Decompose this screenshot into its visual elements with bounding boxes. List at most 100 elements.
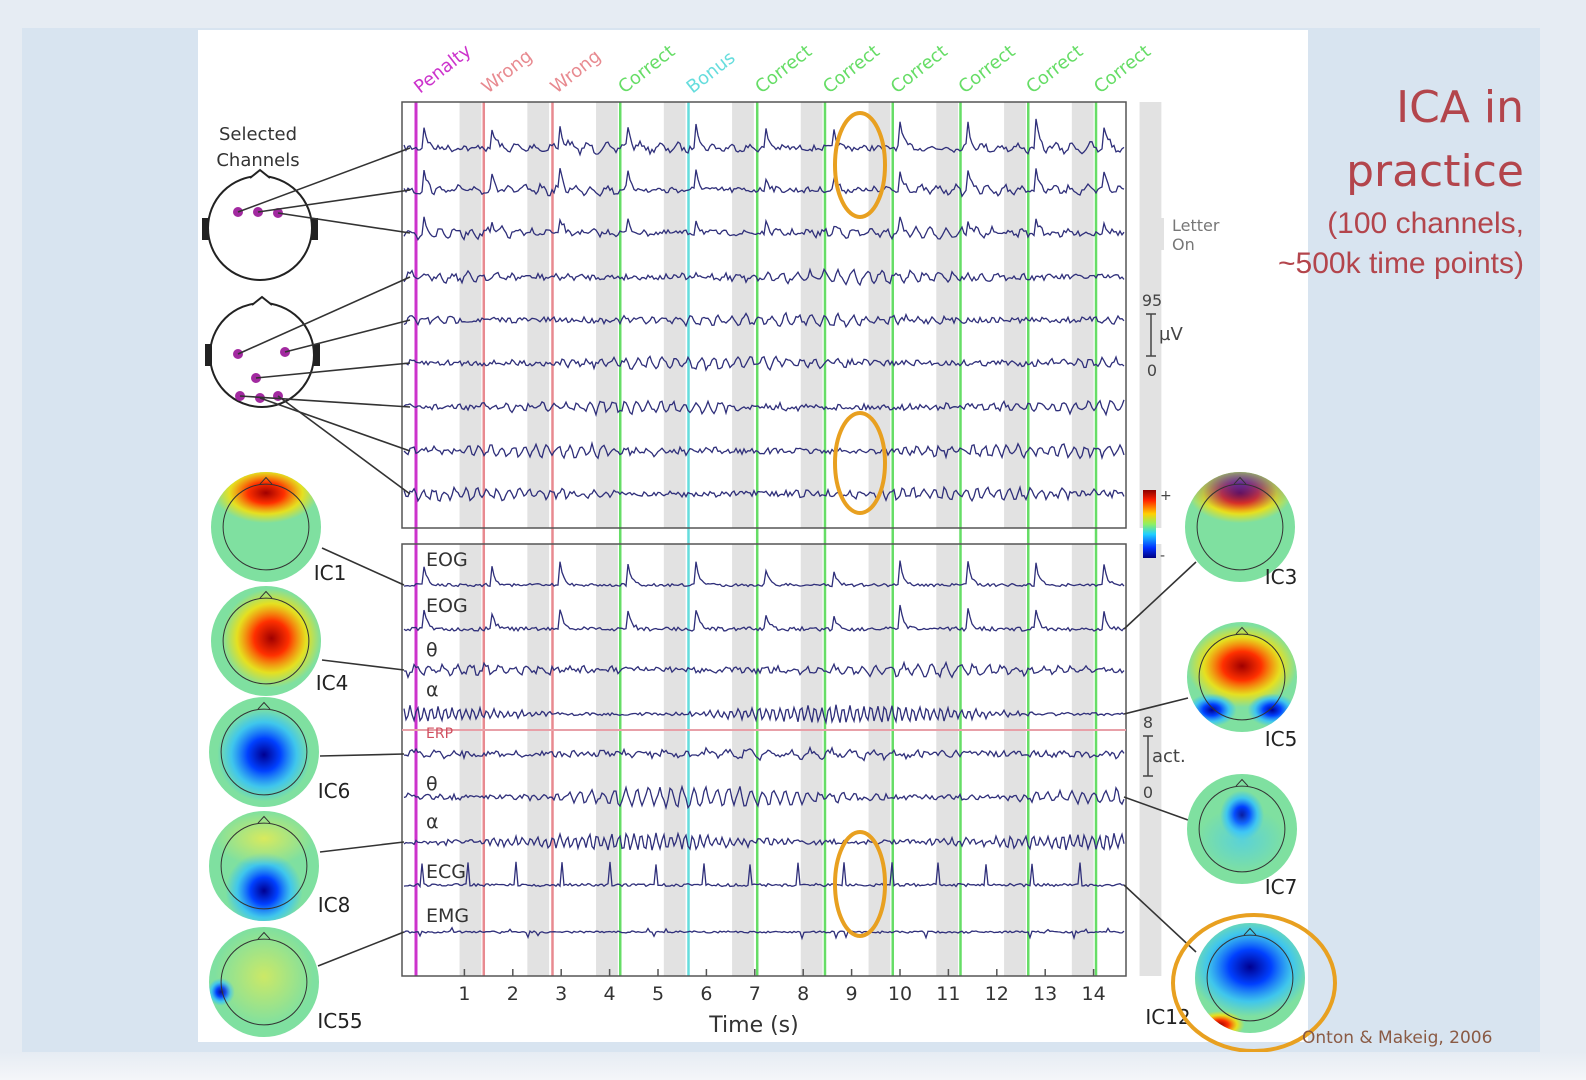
x-tick-label: 13	[1033, 983, 1057, 1005]
signal-trace	[403, 484, 1125, 503]
event-label-correct: Correct	[955, 41, 1020, 98]
component-label-ic6: IC6	[318, 779, 351, 803]
signal-trace	[403, 745, 1125, 762]
act-scale-bottom: 0	[1143, 783, 1153, 802]
topomap-ic55	[209, 927, 319, 1037]
letter-on-band	[459, 544, 482, 976]
topomap-ic6	[209, 697, 319, 807]
signal-trace	[404, 660, 1125, 680]
signal-trace	[403, 399, 1125, 417]
x-tick-label: 6	[700, 983, 712, 1005]
connector-line	[1123, 884, 1197, 953]
x-tick-label: 11	[936, 983, 960, 1005]
connector-line	[1123, 697, 1189, 715]
component-row-label: θ	[426, 639, 438, 661]
component-label-ic5: IC5	[1265, 727, 1298, 751]
slide-title-line1: ICA in	[1396, 82, 1524, 133]
component-row-label: θ	[426, 773, 438, 795]
connector-line	[239, 395, 411, 408]
event-label-wrong: Wrong	[478, 46, 537, 98]
act-scale-unit: act.	[1152, 746, 1186, 767]
component-row-label: ECG	[426, 861, 466, 883]
citation: Onton & Makeig, 2006	[1302, 1028, 1493, 1048]
topomap-ic8	[209, 811, 319, 921]
slide-title-block: ICA in practice (100 channels, ~500k tim…	[1278, 76, 1524, 284]
eeg-scale-top: 95	[1142, 291, 1162, 310]
letter-on-band	[1071, 102, 1094, 528]
highlight-ellipse	[833, 411, 887, 515]
x-tick-label: 4	[604, 983, 616, 1005]
x-axis-label: Time (s)	[708, 1013, 798, 1038]
bottom-fade	[0, 1052, 1586, 1080]
component-row-label: EOG	[426, 549, 468, 571]
letter-on-band	[459, 102, 482, 528]
letter-on-band	[732, 544, 754, 976]
letter-on-band	[800, 544, 823, 976]
topomap-ic12	[1195, 923, 1305, 1033]
topomap-ic5	[1187, 622, 1297, 732]
highlight-ellipse	[833, 830, 887, 938]
component-row-label: ERP	[426, 726, 453, 742]
connector-line	[319, 841, 405, 853]
signal-trace	[403, 926, 1125, 941]
topomap-ic7	[1187, 774, 1297, 884]
signal-trace	[403, 861, 1124, 889]
x-tick-label: 3	[555, 983, 567, 1005]
highlight-annotations	[833, 111, 1337, 1053]
x-tick-label: 14	[1082, 983, 1106, 1005]
component-row-label: EMG	[426, 905, 469, 927]
connector-line	[321, 547, 405, 586]
component-label-ic3: IC3	[1265, 565, 1298, 589]
topomap-ic1	[211, 472, 321, 582]
signal-trace	[403, 604, 1125, 633]
letter-on-band	[868, 102, 891, 528]
topomap-ic4	[211, 586, 321, 696]
component-label-ic8: IC8	[318, 893, 351, 917]
component-row-label: α	[426, 811, 439, 833]
signal-trace	[403, 784, 1125, 811]
signal-trace	[403, 831, 1125, 852]
letter-on-band	[936, 102, 959, 528]
slide-subtitle-line1: (100 channels,	[1327, 207, 1524, 240]
act-scale-bar	[1143, 735, 1153, 777]
component-label-ic7: IC7	[1265, 875, 1298, 899]
x-tick-label: 9	[846, 983, 858, 1005]
connector-line	[321, 659, 405, 671]
component-label-ic1: IC1	[314, 561, 347, 585]
component-row-label: EOG	[426, 595, 468, 617]
letter-on-label: Letter On	[1172, 216, 1220, 254]
eeg-scale-bottom: 0	[1147, 361, 1157, 380]
letter-on-band	[527, 544, 550, 976]
connector-line	[257, 189, 411, 213]
event-label-correct: Correct	[1022, 41, 1087, 98]
letter-on-band	[1139, 544, 1162, 976]
event-label-wrong: Wrong	[547, 46, 606, 98]
selected-channels-label: Selected Channels	[216, 124, 299, 171]
signal-trace	[403, 267, 1125, 287]
letter-on-band	[663, 102, 686, 528]
component-label-ic55: IC55	[317, 1009, 362, 1033]
topomap-ic3	[1185, 472, 1295, 582]
x-tick-label: 12	[985, 983, 1009, 1005]
letter-on-band	[596, 102, 618, 528]
act-scale-top: 8	[1143, 713, 1153, 732]
connector-line	[319, 753, 405, 757]
eeg-scale-bar	[1146, 313, 1156, 357]
head-diagram-frontal	[202, 168, 318, 281]
x-tick-label: 10	[888, 983, 912, 1005]
colorbar-plus: +	[1160, 488, 1172, 504]
letter-on-band	[732, 102, 754, 528]
signal-trace	[403, 440, 1125, 461]
letter-on-band	[936, 544, 959, 976]
letter-on-band	[1071, 544, 1094, 976]
connector-line	[317, 931, 405, 967]
x-tick-label: 8	[797, 983, 809, 1005]
event-label-correct: Correct	[614, 41, 679, 98]
event-label-correct: Correct	[1090, 41, 1155, 98]
connector-line	[1123, 561, 1197, 630]
connector-lines	[237, 147, 1197, 967]
letter-on-band	[663, 544, 686, 976]
highlight-ellipse	[1171, 913, 1337, 1053]
letter-on-band	[527, 102, 550, 528]
